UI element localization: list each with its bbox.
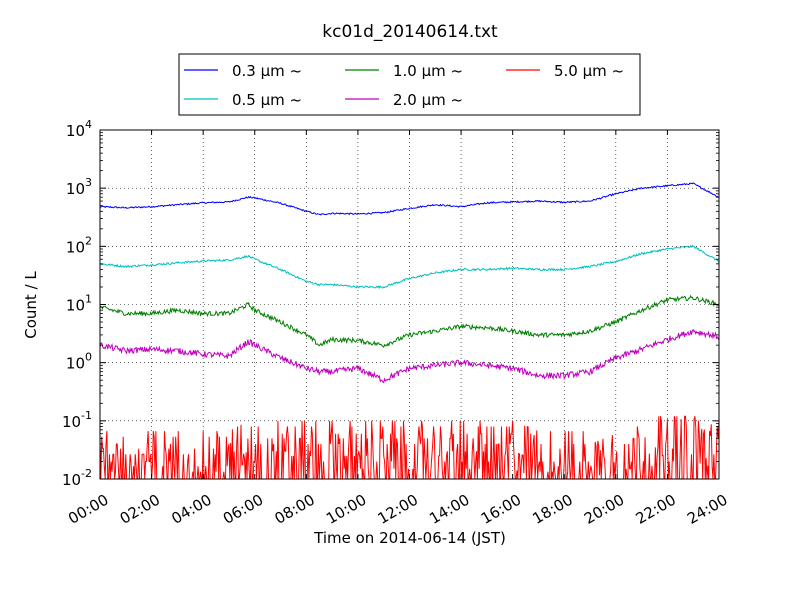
y-tick-label: 101 [66, 293, 92, 315]
legend-label: 5.0 μm ~ [554, 62, 624, 80]
legend-box [178, 53, 641, 116]
legend-label: 0.3 μm ~ [232, 62, 302, 80]
y-tick-label: 10-1 [62, 409, 92, 431]
y-tick-label: 10-2 [62, 467, 92, 489]
legend-label: 1.0 μm ~ [393, 62, 463, 80]
y-tick-label: 102 [66, 234, 92, 256]
series-layer [99, 182, 720, 480]
y-tick-label: 100 [66, 351, 92, 373]
y-tick-label: 103 [66, 176, 92, 198]
x-axis-label: Time on 2014-06-14 (JST) [313, 529, 506, 547]
legend-label: 0.5 μm ~ [232, 91, 302, 109]
series-line-4 [99, 328, 720, 384]
y-axis: 10-2 10-1 100 101 102 103 104 [62, 118, 719, 489]
y-axis-label: Count / L [22, 271, 40, 339]
y-tick-label: 104 [66, 118, 92, 140]
chart-title: kc01d_20140614.txt [322, 22, 498, 42]
series-line-3 [99, 294, 720, 348]
series-line-1 [99, 182, 720, 216]
series-line-2 [99, 244, 720, 290]
legend-label: 2.0 μm ~ [393, 91, 463, 109]
legend: 0.3 μm ~ 0.5 μm ~ 1.0 μm ~ 2.0 μm ~ 5.0 μm ~ [178, 53, 641, 116]
